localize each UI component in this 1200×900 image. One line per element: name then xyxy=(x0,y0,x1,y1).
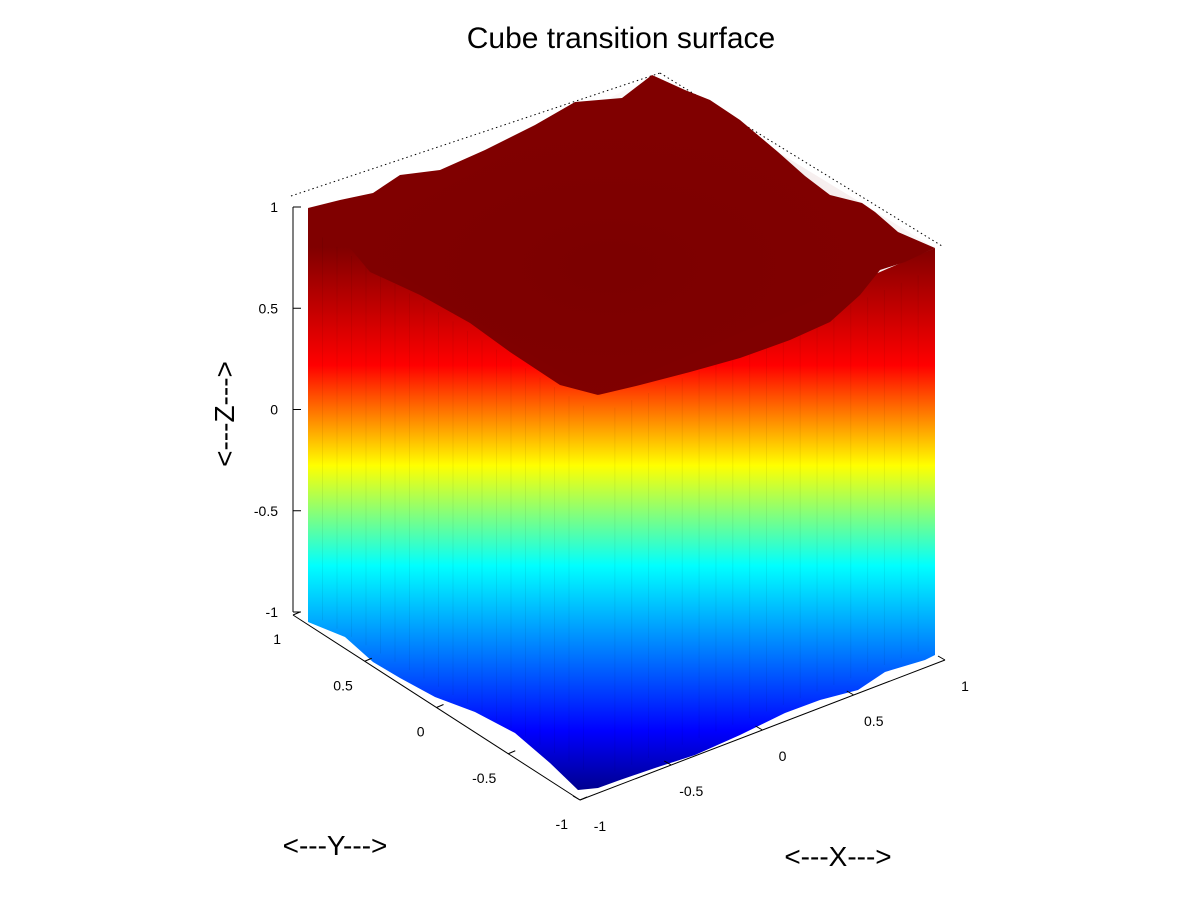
y-tick-mark xyxy=(508,750,516,755)
x-tick-label: -1 xyxy=(594,818,607,834)
z-axis-ticks xyxy=(293,206,301,613)
x-tick-mark xyxy=(937,655,946,661)
y-tick-mark xyxy=(579,796,588,801)
y-tick-mark xyxy=(364,657,372,662)
z-axis-label: <---Z---> xyxy=(209,361,240,467)
surface-facet-lines xyxy=(322,237,919,772)
x-tick-mark xyxy=(664,760,672,766)
surface-top-shade xyxy=(345,75,935,395)
y-tick-label: -0.5 xyxy=(472,770,496,786)
x-tick-mark xyxy=(846,690,854,696)
z-tick-label: 1 xyxy=(270,199,278,215)
y-tick-mark xyxy=(292,611,301,616)
y-tick-label: 0 xyxy=(417,724,425,740)
x-tick-label: 0 xyxy=(779,748,787,764)
x-axis-tick-labels: -1 -0.5 0 0.5 1 xyxy=(594,678,969,834)
y-axis-label: <---Y---> xyxy=(283,830,388,861)
y-tick-label: -1 xyxy=(556,816,569,832)
x-axis-ticks xyxy=(572,655,946,801)
y-tick-label: 1 xyxy=(273,631,281,647)
y-tick-label: 0.5 xyxy=(333,677,353,693)
y-axis-tick-labels: -1 -0.5 0 0.5 1 xyxy=(273,631,568,832)
x-tick-mark xyxy=(755,725,763,731)
box-edge-back-left xyxy=(290,72,661,197)
y-axis-ticks xyxy=(292,611,588,801)
z-tick-label: -0.5 xyxy=(254,503,278,519)
surface-right-face xyxy=(598,248,935,788)
z-tick-label: 0.5 xyxy=(259,300,279,316)
x-axis-label: <---X---> xyxy=(784,841,891,872)
x-tick-mark xyxy=(572,795,581,801)
chart-title: Cube transition surface xyxy=(467,22,776,55)
z-tick-label: -1 xyxy=(266,604,279,620)
x-tick-label: 0.5 xyxy=(864,713,884,729)
x-tick-label: 1 xyxy=(961,678,969,694)
z-tick-label: 0 xyxy=(270,402,278,418)
y-tick-mark xyxy=(436,704,444,708)
x-tick-label: -0.5 xyxy=(679,783,703,799)
z-axis-tick-labels: -1 -0.5 0 0.5 1 xyxy=(254,199,278,620)
